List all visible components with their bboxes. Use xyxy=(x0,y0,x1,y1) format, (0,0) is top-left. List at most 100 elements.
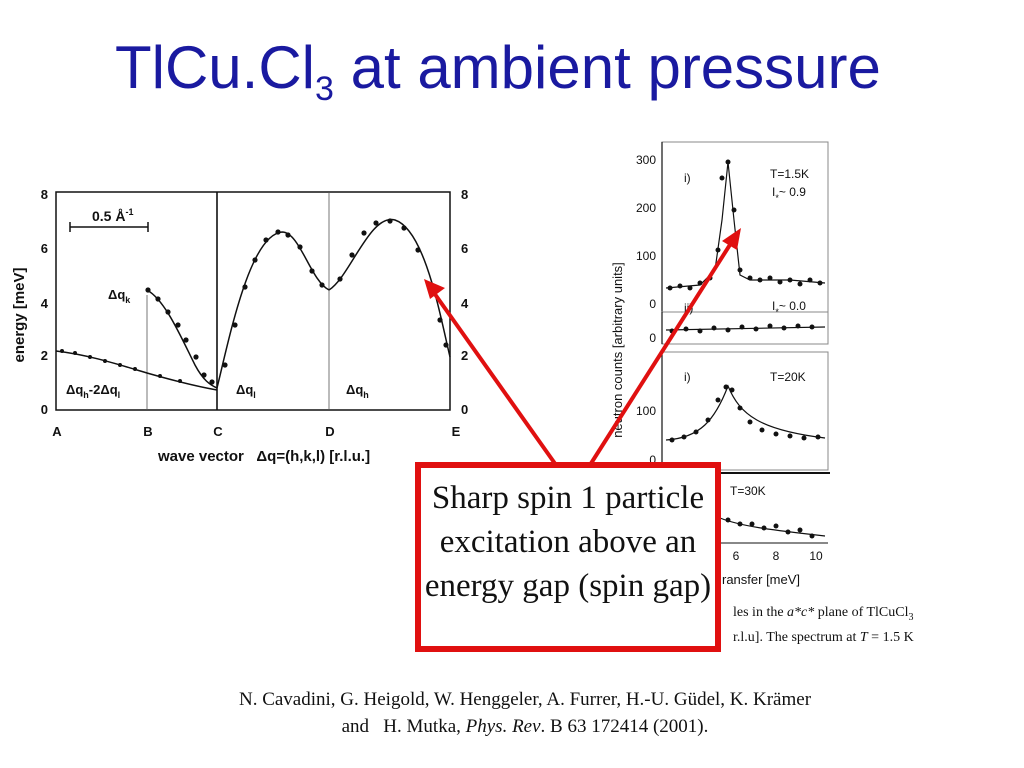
spectrum-point xyxy=(767,323,773,329)
panel-1-temp: T=1.5K xyxy=(770,167,809,181)
spectrum-point xyxy=(725,517,731,523)
data-point xyxy=(373,220,379,226)
spectrum-point xyxy=(815,434,821,440)
spectra-ylabel: neutron counts [arbitrary units] xyxy=(610,262,625,438)
data-point xyxy=(155,296,161,302)
data-point xyxy=(443,342,449,348)
spectrum-point xyxy=(737,267,743,273)
data-point xyxy=(275,229,281,235)
reference: N. Cavadini, G. Heigold, W. Henggeler, A… xyxy=(120,686,930,740)
curve-bc xyxy=(146,289,218,389)
data-point xyxy=(242,284,248,290)
data-point xyxy=(88,355,92,359)
spectrum-point xyxy=(753,326,759,332)
spectrum-point xyxy=(725,159,731,165)
panel-1-ytick: 0 xyxy=(649,297,656,311)
dispersion-xlabel: wave vector Δq=(h,k,l) [r.l.u.] xyxy=(157,448,370,465)
spectrum-point xyxy=(787,277,793,283)
spectrum-point xyxy=(669,328,675,334)
data-point xyxy=(415,247,421,253)
data-point xyxy=(133,367,137,371)
data-point xyxy=(222,362,228,368)
spectrum-point xyxy=(697,280,703,286)
title-formula-subscript: 3 xyxy=(315,70,334,108)
data-point xyxy=(118,363,122,367)
panel-1-yticks: 300 200 100 0 xyxy=(636,153,656,311)
data-point xyxy=(60,349,64,353)
spectra-xlabel: ransfer [meV] xyxy=(722,572,800,587)
spectrum-point xyxy=(719,175,725,181)
slide-title: TlCu.Cl3 at ambient pressure xyxy=(115,28,881,117)
data-point xyxy=(349,252,355,258)
panel-2-points xyxy=(669,323,815,334)
data-point xyxy=(165,309,171,315)
spectrum-point xyxy=(781,325,787,331)
spectrum-point xyxy=(683,326,689,332)
spectrum-point xyxy=(731,207,737,213)
panel-4-temp: T=30K xyxy=(730,484,766,498)
panel-4-curve xyxy=(719,517,826,537)
x-points: A B C D E xyxy=(52,424,460,439)
scale-bar-label: 0.5 Å-1 xyxy=(92,207,133,224)
data-point xyxy=(401,225,407,231)
spectra-xtick: 8 xyxy=(773,549,780,563)
spectrum-point xyxy=(795,323,801,329)
data-point xyxy=(252,257,258,263)
spectrum-point xyxy=(739,324,745,330)
spectrum-point xyxy=(723,384,729,390)
panel-2-intensity: I*~ 0.0 xyxy=(772,299,806,317)
spectrum-point xyxy=(797,281,803,287)
spectrum-point xyxy=(747,419,753,425)
callout-box: Sharp spin 1 particle excitation above a… xyxy=(415,462,721,652)
label-dqk: Δqk xyxy=(108,287,131,305)
y-ticks-left: 8 6 4 2 0 xyxy=(41,187,49,417)
x-point-e: E xyxy=(452,424,461,439)
callout-text: Sharp spin 1 particle excitation above a… xyxy=(424,480,712,604)
ytick-right: 4 xyxy=(461,296,469,311)
spectrum-point xyxy=(747,275,753,281)
data-point xyxy=(285,232,291,238)
spectrum-point xyxy=(797,527,803,533)
ytick-right: 6 xyxy=(461,241,468,256)
panel-1-intensity: I*~ 0.9 xyxy=(772,185,806,203)
curve-ab xyxy=(55,350,218,391)
ytick-right: 0 xyxy=(461,402,468,417)
spectrum-point xyxy=(801,435,807,441)
spectrum-point xyxy=(681,434,687,440)
panel-3-ytick: 100 xyxy=(636,404,656,418)
spectrum-point xyxy=(757,277,763,283)
spectrum-point xyxy=(761,525,767,531)
spectrum-point xyxy=(711,325,717,331)
spectrum-point xyxy=(787,433,793,439)
spectrum-point xyxy=(729,387,735,393)
dispersion-figure: energy [meV] 8 6 4 2 0 8 6 4 2 0 0.5 Å-1… xyxy=(11,187,469,465)
panel-3-temp: T=20K xyxy=(770,370,806,384)
data-point xyxy=(209,379,215,385)
spectrum-point xyxy=(809,324,815,330)
spectrum-point xyxy=(705,417,711,423)
curve-de xyxy=(328,219,451,358)
ytick-right: 8 xyxy=(461,187,468,202)
spectrum-point xyxy=(707,275,713,281)
data-point xyxy=(319,282,325,288)
spectrum-point xyxy=(759,427,765,433)
spectrum-point xyxy=(767,275,773,281)
data-point xyxy=(145,287,151,293)
panel-3-yticks: 100 0 xyxy=(636,404,656,467)
x-point-b: B xyxy=(143,424,152,439)
reference-line-1: N. Cavadini, G. Heigold, W. Henggeler, A… xyxy=(238,689,812,710)
data-point xyxy=(193,354,199,360)
panel-2-curve xyxy=(665,326,826,331)
ytick-left: 4 xyxy=(41,296,49,311)
curve-cd xyxy=(216,231,330,389)
spectra-xtick: 6 xyxy=(733,549,740,563)
spectrum-point xyxy=(669,437,675,443)
caption-line-1: les in the a*c* plane of TlCuCl3 xyxy=(733,605,914,623)
data-point xyxy=(73,351,77,355)
panel-4-points xyxy=(725,517,815,539)
spectra-xtick: 10 xyxy=(809,549,823,563)
ytick-left: 8 xyxy=(41,187,48,202)
data-point xyxy=(387,218,393,224)
spectrum-point xyxy=(667,285,673,291)
title-formula: TlCu.Cl xyxy=(115,34,316,101)
